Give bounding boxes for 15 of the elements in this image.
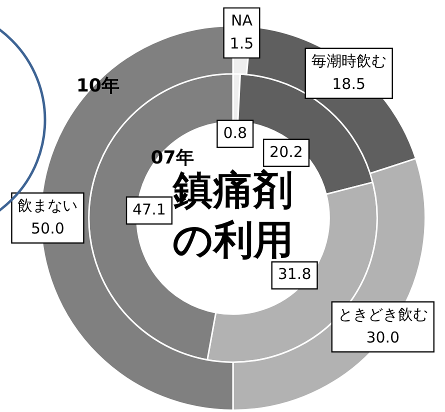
text: 鎮痛剤の利用 xyxy=(172,167,294,264)
slice-label: 毎潮時飲む xyxy=(311,52,386,70)
slice-label: 07年 xyxy=(150,148,194,169)
slice-label: 飲まない xyxy=(18,196,78,214)
slice-label: NA xyxy=(230,11,254,30)
data-label: 1.5 xyxy=(230,34,254,52)
data-label: 18.5 xyxy=(332,74,366,93)
data-label: 20.2 xyxy=(270,142,303,161)
data-label: 31.8 xyxy=(278,265,312,284)
slice-label: 10年 xyxy=(76,75,120,96)
data-label: 0.8 xyxy=(223,124,248,142)
data-label: 50.0 xyxy=(31,219,64,238)
slice-label: ときどき飲む xyxy=(338,305,428,324)
data-label: 47.1 xyxy=(132,200,166,218)
data-label: 30.0 xyxy=(366,328,400,346)
